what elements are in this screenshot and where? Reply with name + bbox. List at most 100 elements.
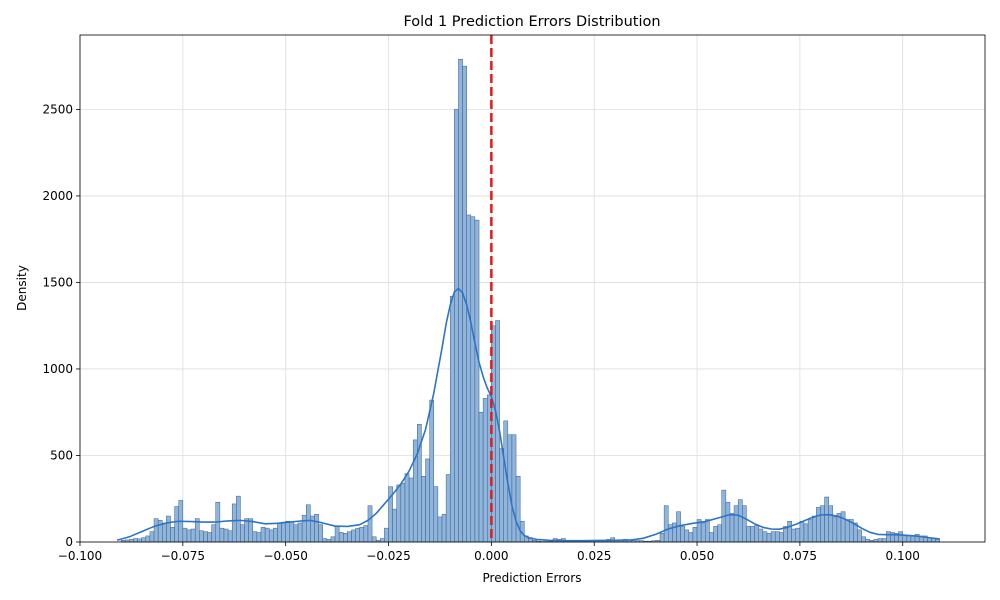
- histogram-bar: [433, 486, 439, 543]
- histogram-bar: [441, 514, 447, 543]
- histogram-bar: [256, 532, 262, 543]
- histogram-bar: [297, 522, 303, 543]
- histogram-bar: [791, 528, 797, 543]
- histogram-bar: [273, 527, 278, 543]
- histogram-bar: [474, 219, 480, 543]
- x-tick-label: −0.050: [263, 549, 307, 563]
- histogram-bar: [289, 521, 295, 543]
- histogram-bar: [338, 532, 344, 543]
- histogram-bar: [314, 514, 319, 543]
- histogram-bar: [236, 495, 241, 543]
- histogram-bar: [857, 529, 862, 543]
- y-axis-ticks: 0 500 1000 1500 2000 2500: [42, 102, 80, 549]
- histogram-bar: [733, 505, 739, 543]
- y-tick-label: 2000: [42, 189, 73, 203]
- histogram-bar: [166, 515, 171, 543]
- histogram-bar: [137, 538, 142, 543]
- histogram-bar: [754, 525, 759, 543]
- histogram-bar: [762, 531, 768, 543]
- plot-frame: [79, 34, 986, 543]
- histogram-bar: [182, 527, 188, 543]
- y-tick-label: 0: [65, 535, 73, 549]
- histogram-bar: [680, 526, 685, 543]
- histogram-bar: [840, 511, 846, 543]
- histogram-bar: [252, 531, 258, 543]
- histogram-bar: [692, 527, 698, 543]
- histogram-bar: [898, 531, 903, 543]
- histogram-bar: [445, 474, 451, 543]
- histogram-bar: [458, 58, 463, 543]
- histogram-bar: [380, 538, 385, 543]
- histogram-bar: [779, 532, 784, 543]
- histogram-bar: [133, 538, 138, 543]
- histogram-bar: [404, 473, 410, 543]
- histogram-bar: [482, 398, 488, 543]
- histogram-bar: [186, 529, 192, 543]
- histogram-bar: [886, 531, 891, 543]
- histogram-bar: [705, 519, 710, 543]
- histogram-bar: [478, 411, 484, 543]
- histogram-bar: [454, 109, 459, 543]
- histogram-bar: [700, 522, 706, 543]
- histogram-bar: [663, 505, 669, 543]
- x-tick-label: 0.075: [783, 549, 817, 563]
- histogram-bar: [750, 526, 755, 543]
- histogram-bar: [709, 532, 714, 543]
- histogram-bar: [223, 528, 229, 543]
- histogram-bar: [746, 526, 751, 543]
- histogram-bar: [240, 524, 245, 543]
- histogram-bar: [910, 535, 916, 543]
- kde-curve-group: [116, 287, 940, 542]
- histogram-bar: [363, 525, 369, 543]
- histogram-bar: [787, 520, 792, 543]
- histogram-bar: [511, 434, 517, 543]
- histogram-bar: [277, 522, 282, 543]
- histogram-bar: [672, 522, 677, 543]
- histogram-bar: [725, 501, 731, 543]
- histogram-bar: [264, 527, 270, 543]
- histogram-bar: [684, 529, 690, 543]
- y-tick-label: 1500: [42, 275, 73, 289]
- histogram-bar: [770, 531, 776, 543]
- x-axis-label: Prediction Errors: [483, 571, 582, 585]
- histogram-bar: [795, 527, 801, 543]
- histogram-bar: [766, 533, 772, 543]
- histogram-bar: [318, 524, 323, 543]
- histogram-bar: [799, 520, 805, 543]
- histogram-bar: [306, 504, 311, 543]
- histogram-bar: [828, 505, 834, 543]
- x-tick-label: 0.000: [474, 549, 508, 563]
- histogram-bar: [367, 505, 373, 543]
- histogram-bar: [260, 527, 266, 543]
- histogram-bar: [392, 508, 397, 543]
- histogram-bar: [729, 513, 735, 543]
- histogram-bar: [877, 538, 883, 543]
- histogram-bar: [347, 531, 352, 543]
- histogram-bar: [384, 527, 389, 543]
- histogram-bar: [396, 484, 402, 543]
- histogram-bar: [174, 506, 179, 543]
- histogram-bar: [207, 532, 212, 543]
- histogram-bars: [120, 58, 940, 543]
- histogram-bar: [190, 528, 196, 543]
- histogram-bar: [515, 475, 521, 543]
- histogram-bar: [359, 527, 365, 543]
- histogram-bar: [351, 529, 356, 543]
- histogram-bar: [803, 523, 809, 543]
- histogram-bar: [499, 448, 504, 543]
- histogram-bar: [807, 519, 813, 543]
- kde-curve: [116, 287, 940, 542]
- histogram-bar: [227, 530, 233, 543]
- histogram-bar: [203, 531, 208, 543]
- histogram-bar: [429, 399, 435, 543]
- histogram-bar: [231, 503, 237, 543]
- histogram-bar: [421, 475, 426, 543]
- histogram-bar: [400, 482, 406, 543]
- histogram-bar: [355, 527, 360, 543]
- y-tick-label: 1000: [42, 362, 73, 376]
- histogram-bar: [774, 531, 780, 543]
- histogram-bar: [717, 524, 722, 543]
- histogram-bar: [162, 522, 167, 543]
- histogram-bar: [881, 538, 887, 543]
